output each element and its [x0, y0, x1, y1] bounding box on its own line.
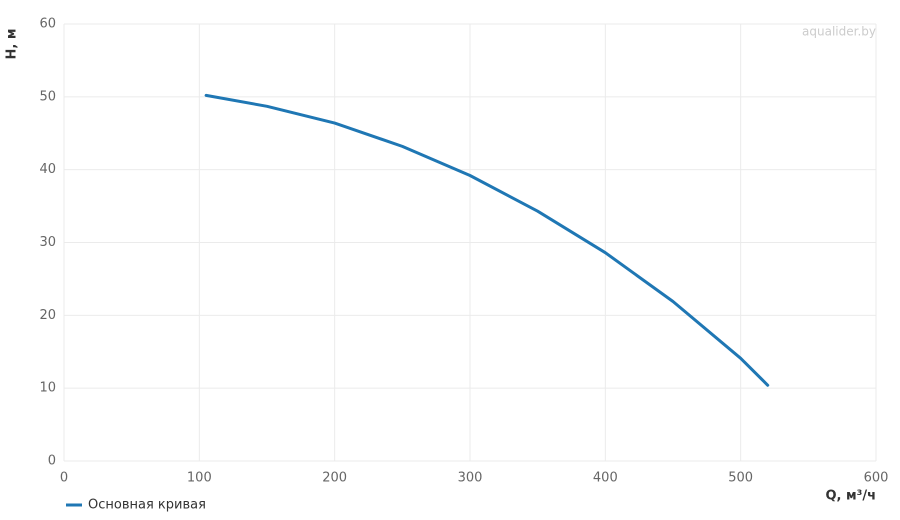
line [204, 93, 770, 387]
x-tick-label: 300 [458, 471, 483, 486]
y-tick-label: 50 [39, 89, 56, 104]
x-tick-label: 200 [322, 471, 347, 486]
x-tick-label: 0 [60, 471, 68, 486]
y-tick-label: 40 [39, 162, 56, 177]
y-tick-label: 30 [39, 235, 56, 250]
x-axis-label: Q, м³/ч [825, 489, 876, 504]
y-tick-label: 0 [48, 454, 56, 469]
y-axis-label: H, м [5, 29, 20, 60]
y-tick-label: 20 [39, 308, 56, 323]
x-tick-label: 100 [187, 471, 212, 486]
watermark: aqualider.by [802, 25, 876, 39]
legend-label: Основная кривая [88, 498, 206, 513]
x-tick-label: 500 [728, 471, 753, 486]
y-tick-label: 10 [39, 381, 56, 396]
x-tick-label: 600 [864, 471, 889, 486]
x-tick-label: 400 [593, 471, 618, 486]
y-tick-label: 60 [39, 17, 56, 32]
